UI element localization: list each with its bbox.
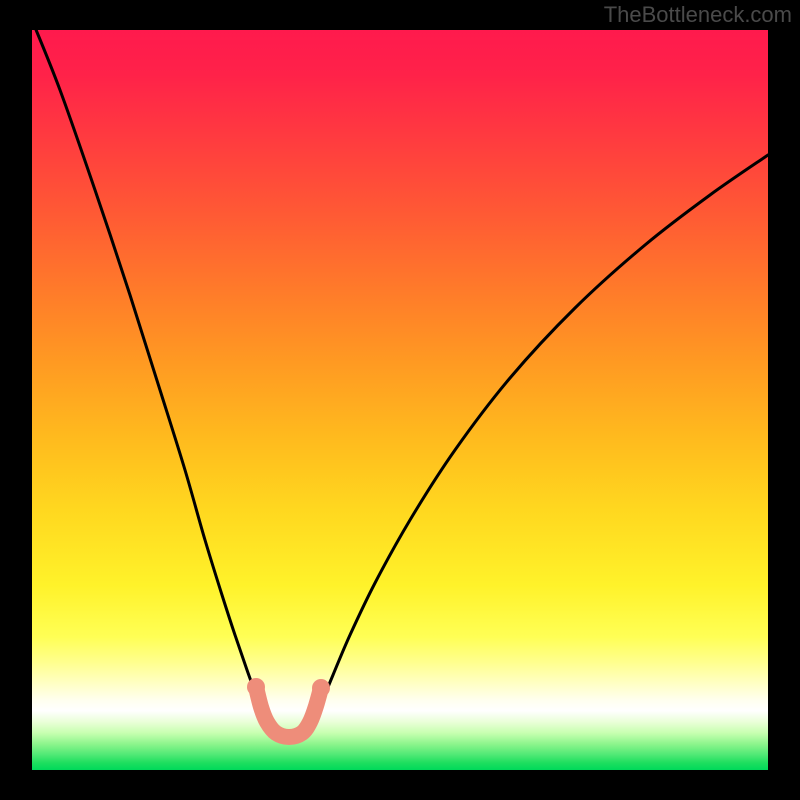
bead-dot — [247, 678, 265, 696]
bottleneck-plot — [0, 0, 800, 800]
watermark-text: TheBottleneck.com — [604, 2, 792, 28]
bead-dot — [312, 679, 330, 697]
gradient-background — [32, 30, 768, 770]
chart-container: TheBottleneck.com — [0, 0, 800, 800]
